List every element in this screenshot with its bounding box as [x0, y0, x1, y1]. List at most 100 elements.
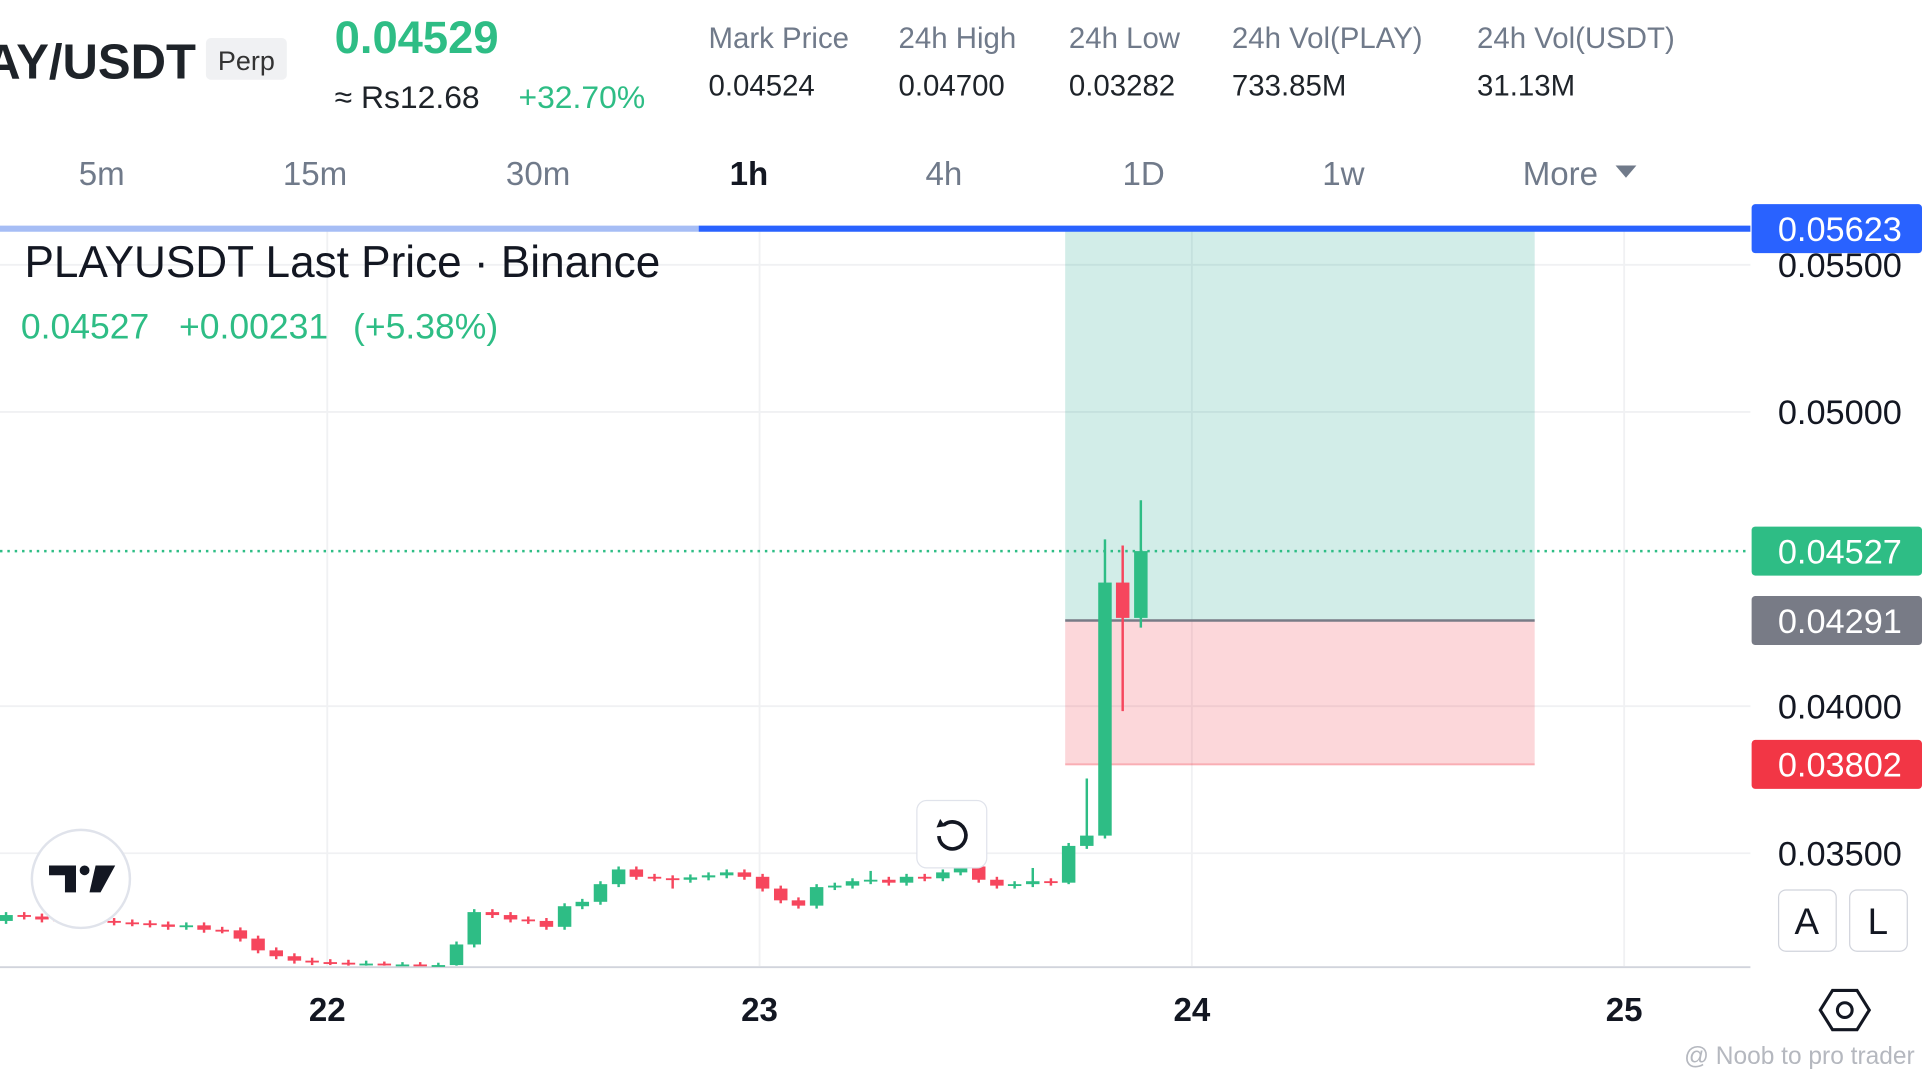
- candle-body: [809, 887, 824, 906]
- loss-zone: [1065, 620, 1535, 765]
- stat-value: 0.04524: [708, 70, 814, 103]
- tv-logo-dot: [79, 865, 90, 876]
- candle-body: [990, 879, 1004, 886]
- timeframe-tab[interactable]: More: [1523, 156, 1598, 193]
- candle-body: [882, 879, 896, 883]
- last-price-tag: 0.04527: [1778, 533, 1902, 571]
- stat-label: 24h Vol(PLAY): [1232, 22, 1423, 55]
- candle-body: [395, 964, 410, 967]
- candle-body: [1098, 582, 1112, 836]
- candle-body: [413, 964, 427, 967]
- candle-body: [737, 872, 752, 877]
- candle-body: [791, 900, 806, 906]
- entry-price-tag-bg: [1751, 596, 1922, 646]
- y-tick-label: 0.05500: [1778, 247, 1902, 285]
- candle-body: [683, 877, 698, 880]
- reset-arrow: [936, 818, 946, 828]
- stat-label: 24h High: [898, 22, 1016, 55]
- candle-body: [161, 924, 175, 927]
- candle-body: [1044, 881, 1058, 884]
- candle-body: [611, 869, 626, 885]
- candle-body: [251, 938, 265, 951]
- candle-body: [215, 929, 229, 932]
- legend-change: +0.00231: [179, 306, 328, 346]
- candle-body: [143, 923, 157, 926]
- timeframe-tab[interactable]: 1w: [1322, 156, 1364, 193]
- reset-button[interactable]: [916, 799, 988, 869]
- candle-body: [107, 920, 121, 923]
- candle-body: [917, 876, 932, 879]
- legend-price: 0.04527: [21, 306, 149, 346]
- timeframe-tabs: 5m 15m 30m 1h 4h 1D 1w More: [79, 156, 1637, 193]
- candle-body: [377, 963, 392, 966]
- candle-body: [575, 901, 590, 907]
- auto-button[interactable]: [1777, 889, 1837, 952]
- timeframe-tab[interactable]: 1h: [730, 156, 769, 193]
- stat-value: 31.13M: [1477, 70, 1575, 103]
- timeframe-tab[interactable]: 15m: [283, 156, 347, 193]
- candle-body: [1134, 551, 1148, 618]
- candle-body: [431, 965, 446, 967]
- candle-body: [953, 866, 968, 873]
- candle-body: [539, 920, 554, 927]
- target-price-tag-bg: [1751, 204, 1922, 254]
- settings-icon[interactable]: [1818, 988, 1872, 1032]
- y-tick-label: 0.04000: [1778, 688, 1902, 726]
- candle-body: [323, 962, 338, 964]
- x-tick-label: 25: [1606, 992, 1643, 1029]
- stop-price-tag: 0.03802: [1778, 747, 1902, 785]
- stat-value: 733.85M: [1232, 70, 1346, 103]
- log-label: L: [1868, 901, 1888, 942]
- candle-body: [179, 925, 194, 928]
- candle-body: [17, 915, 31, 917]
- candle-body: [305, 960, 319, 963]
- candle-body: [647, 876, 662, 879]
- timeframe-tab[interactable]: 30m: [506, 156, 570, 193]
- timeframe-tab[interactable]: 5m: [79, 156, 125, 193]
- candle-body: [1080, 835, 1094, 846]
- chart: 22 23 24 25 0.03500 0.04000 0.05000 0.055000.05…: [0, 204, 1922, 1029]
- tv-logo[interactable]: [30, 828, 132, 930]
- y-tick-label: 0.05000: [1778, 394, 1902, 432]
- candle-body: [755, 876, 770, 889]
- candle-body: [773, 888, 788, 901]
- stat-label: 24h Low: [1069, 22, 1181, 55]
- candle-body: [629, 869, 644, 877]
- candle-body: [1115, 582, 1130, 618]
- candle-body: [503, 915, 518, 920]
- candle-body: [1061, 845, 1076, 883]
- y-tick-label: 0.03500: [1778, 836, 1902, 874]
- candle-body: [287, 956, 302, 961]
- candle-body: [233, 930, 248, 939]
- candle-body: [719, 872, 734, 876]
- last-price: 0.04529: [335, 12, 499, 63]
- candle-body: [35, 916, 49, 920]
- legend-percent: (+5.38%): [353, 306, 498, 346]
- candle-body: [863, 879, 878, 882]
- candle-body: [828, 885, 842, 888]
- candle-body: [971, 866, 986, 880]
- settings-dot: [1835, 1001, 1854, 1019]
- candle-body: [521, 919, 536, 922]
- candle-body: [845, 881, 860, 886]
- tv-logo-mark: [49, 865, 116, 893]
- x-tick-label: 22: [309, 992, 346, 1029]
- stat-value: 0.03282: [1069, 70, 1175, 103]
- entry-price-tag: 0.04291: [1778, 603, 1902, 641]
- candle-body: [701, 875, 716, 878]
- fiat-price: ≈ Rs12.68: [335, 79, 480, 115]
- auto-label: A: [1795, 901, 1820, 942]
- timeframe-tab[interactable]: 4h: [925, 156, 962, 193]
- badge: Perp: [218, 46, 275, 76]
- timeframe-tab[interactable]: 1D: [1122, 156, 1164, 193]
- last-price-tag-bg: [1751, 526, 1922, 576]
- log-button[interactable]: [1849, 889, 1908, 952]
- candle-body: [269, 950, 283, 957]
- stat-label: Mark Price: [708, 22, 849, 55]
- badge-bg: [205, 38, 287, 80]
- candle-body: [449, 944, 464, 966]
- symbol: AY/USDT: [0, 35, 196, 89]
- stop-price-tag-bg: [1751, 739, 1922, 789]
